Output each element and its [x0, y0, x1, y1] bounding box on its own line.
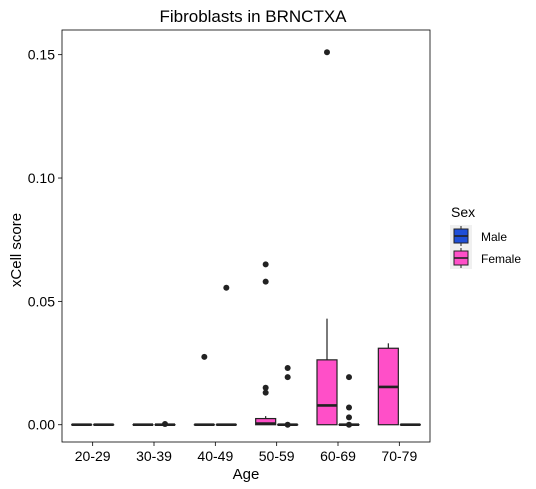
chart-title: Fibroblasts in BRNCTXA	[159, 7, 347, 26]
box-female	[255, 261, 277, 426]
box-male	[215, 284, 237, 427]
legend-label: Female	[481, 252, 521, 266]
x-tick-label: 50-59	[259, 448, 295, 464]
legend: Sex Male Female	[450, 204, 521, 269]
x-tick-label: 30-39	[136, 448, 172, 464]
x-tick-label: 60-69	[320, 448, 356, 464]
box-female	[193, 353, 215, 427]
box-marks	[71, 49, 421, 428]
outlier-point	[162, 420, 168, 427]
outlier-point	[346, 404, 352, 411]
y-tick-label: 0.00	[28, 417, 55, 433]
x-tick-label: 70-79	[381, 448, 417, 464]
legend-item-male: Male	[450, 225, 507, 247]
x-tick-label: 40-49	[197, 448, 233, 464]
outlier-point	[284, 421, 291, 428]
y-tick-label: 0.15	[28, 47, 55, 63]
outlier-point	[262, 384, 269, 391]
outlier-point	[346, 414, 352, 421]
box-female	[316, 49, 338, 426]
outlier-point	[324, 49, 330, 56]
outlier-point	[284, 364, 291, 371]
outlier-point	[262, 261, 269, 268]
box-body	[316, 359, 338, 426]
box-female	[377, 343, 399, 426]
y-axis-label: xCell score	[8, 213, 25, 287]
outlier-point	[346, 421, 352, 428]
outlier-point	[346, 374, 352, 381]
x-axis-label: Age	[233, 466, 260, 483]
box-male	[277, 364, 299, 428]
outlier-point	[284, 374, 291, 381]
x-tick-label: 20-29	[75, 448, 111, 464]
y-tick-label: 0.10	[28, 170, 55, 186]
box-male	[154, 420, 176, 427]
outlier-point	[262, 389, 269, 396]
outlier-point	[201, 353, 208, 360]
legend-title: Sex	[451, 204, 475, 220]
y-axis: 0.00 0.05 0.10 0.15	[28, 47, 62, 433]
x-axis: 20-29 30-39 40-49 50-59 60-69 70-79	[75, 442, 417, 464]
legend-label: Male	[481, 230, 507, 244]
legend-item-female: Female	[450, 247, 521, 269]
box-male	[338, 374, 360, 428]
outlier-point	[262, 278, 269, 285]
plot-panel	[61, 29, 431, 443]
outlier-point	[223, 284, 230, 291]
y-tick-label: 0.05	[28, 293, 55, 309]
